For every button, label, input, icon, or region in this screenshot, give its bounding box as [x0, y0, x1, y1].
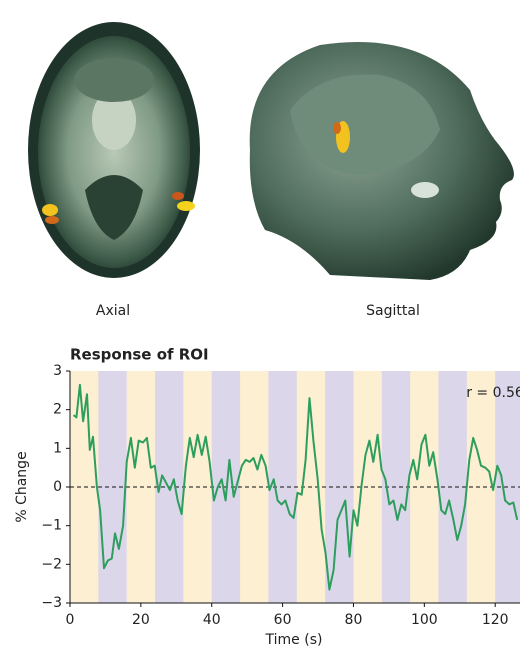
image-label: Axial — [96, 303, 130, 319]
y-tick-label: 2 — [53, 402, 62, 418]
x-tick-label: 20 — [132, 612, 150, 628]
x-tick-label: 100 — [411, 612, 438, 628]
x-tick-label: 60 — [274, 612, 292, 628]
y-tick-label: 0 — [53, 479, 62, 495]
y-tick-label: −3 — [41, 595, 62, 611]
x-tick-label: 80 — [345, 612, 363, 628]
sagittal-image — [249, 42, 514, 280]
x-axis-label: Time (s) — [265, 632, 323, 648]
annotation: r = 0.56 — [466, 385, 520, 401]
y-tick-label: 3 — [53, 363, 62, 379]
x-tick-label: 0 — [66, 612, 75, 628]
axial-image — [28, 22, 200, 278]
series-line — [72, 383, 519, 591]
y-axis-label: % Change — [14, 451, 30, 522]
y-tick-label: 1 — [53, 440, 62, 456]
image-label: Sagittal — [366, 303, 420, 319]
chart-title: Response of ROI — [70, 346, 209, 364]
y-tick-label: −2 — [41, 556, 62, 572]
x-tick-label: 120 — [482, 612, 509, 628]
y-tick-label: −1 — [41, 518, 62, 534]
x-tick-label: 40 — [203, 612, 221, 628]
